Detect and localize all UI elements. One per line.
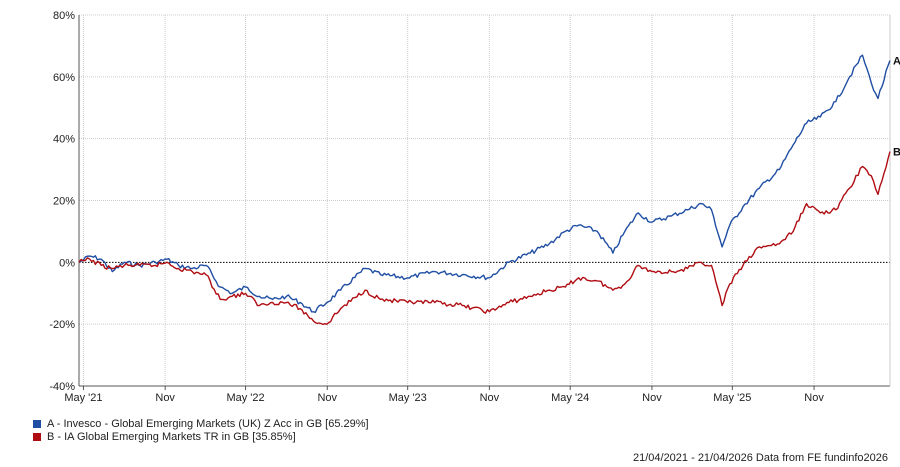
x-tick-label: Nov [642,392,662,404]
series-end-label-b: B [893,146,900,158]
legend: A - Invesco - Global Emerging Markets (U… [33,417,369,443]
legend-item-b: B - IA Global Emerging Markets TR in GB … [33,430,369,443]
y-tick-label: 40% [53,134,75,146]
x-tick-label: May '21 [64,392,102,404]
legend-swatch-a [33,419,41,428]
series-line-a [78,54,891,313]
x-tick-label: Nov [155,392,175,404]
legend-label-a: A - Invesco - Global Emerging Markets (U… [47,417,369,430]
y-tick-label: 60% [53,72,75,84]
source-note: 21/04/2021 - 21/04/2026 Data from FE fun… [632,452,888,464]
series-line-b [78,151,891,326]
y-tick-label: -40% [49,381,75,393]
y-tick-label: 80% [53,10,75,22]
axes [78,15,891,390]
x-tick-label: May '24 [551,392,589,404]
y-tick-label: 0% [59,257,75,269]
x-tick-label: Nov [317,392,337,404]
grid-lines [79,14,890,387]
tick-labels: 80% 60% 40% 20% 0% -20% -40%May '21 Nov May '22 N… [49,10,900,404]
x-tick-label: Nov [480,392,500,404]
legend-label-b: B - IA Global Emerging Markets TR in GB … [47,430,296,443]
y-tick-label: 20% [53,196,75,208]
series-lines [78,54,891,326]
x-tick-label: May '23 [389,392,427,404]
x-tick-label: Nov [804,392,824,404]
x-tick-label: May '25 [713,392,751,404]
series-end-label-a: A [893,55,900,67]
line-chart: 80% 60% 40% 20% 0% -20% -40%May '21 Nov May '22 N… [49,10,900,404]
x-tick-label: May '22 [226,392,264,404]
y-tick-label: -20% [49,319,75,331]
legend-item-a: A - Invesco - Global Emerging Markets (U… [33,417,369,430]
legend-swatch-b [33,432,41,441]
